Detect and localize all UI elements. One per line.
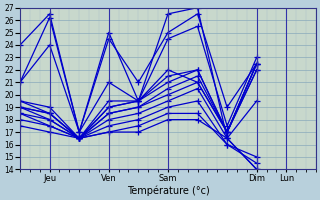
X-axis label: Température (°c): Température (°c) (127, 185, 209, 196)
